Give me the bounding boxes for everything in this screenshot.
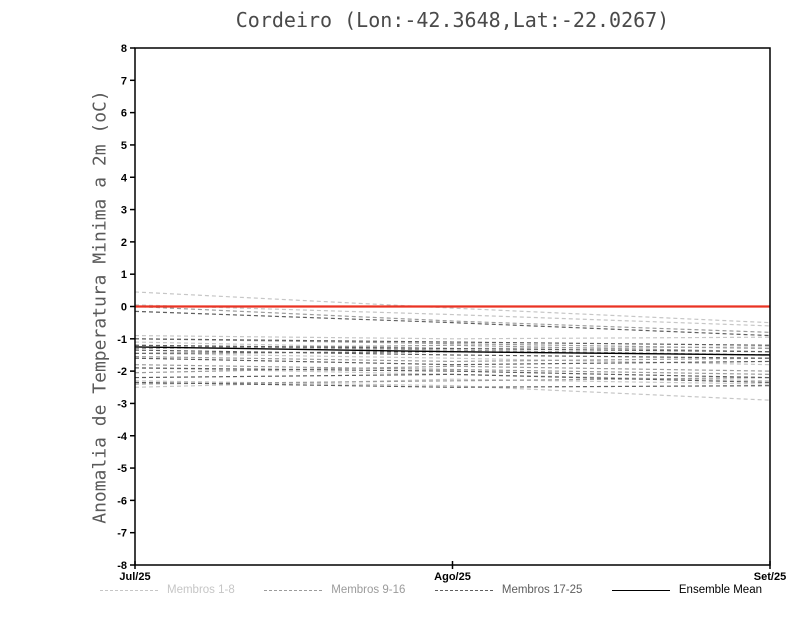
x-tick-label: Ago/25 — [434, 571, 471, 583]
solid-line-sample — [611, 589, 670, 591]
chart-title: Cordeiro (Lon:-42.3648,Lat:-22.0267) — [235, 8, 670, 32]
legend: Membros 1-8 Membros 9-16 Membros 17-25 Ense… — [100, 584, 762, 596]
y-tick-label: -1 — [117, 334, 127, 346]
y-tick-label: 4 — [121, 172, 128, 184]
member-line — [134, 357, 771, 366]
legend-item: Membros 17-25 — [434, 584, 583, 596]
y-tick-label: 0 — [121, 302, 127, 314]
dashed-line-sample — [264, 589, 323, 591]
legend-label: Ensemble Mean — [678, 584, 762, 596]
member-line — [134, 304, 771, 327]
ensemble-mean-line — [134, 346, 771, 356]
legend-item: Membros 1-8 — [100, 584, 235, 596]
y-tick-label: 2 — [121, 237, 127, 249]
y-tick-label: 7 — [121, 75, 127, 87]
member-line — [134, 344, 771, 353]
member-line — [134, 381, 771, 388]
member-line — [134, 380, 771, 401]
y-tick-label: -6 — [117, 495, 127, 507]
dashed-line-sample — [434, 589, 493, 591]
member-line — [134, 338, 771, 350]
member-line — [134, 352, 771, 366]
legend-item: Ensemble Mean — [611, 584, 762, 596]
y-tick-label: -4 — [117, 431, 128, 443]
x-tick-label: Set/25 — [754, 571, 786, 583]
member-line — [134, 305, 771, 333]
member-line — [134, 338, 771, 346]
y-tick-label: -3 — [117, 398, 127, 410]
member-line — [134, 364, 771, 375]
member-line — [134, 376, 771, 385]
y-tick-label: -8 — [117, 560, 127, 572]
member-line — [134, 367, 771, 379]
member-line — [134, 365, 771, 374]
legend-label: Membros 17-25 — [501, 584, 583, 596]
y-tick-label: -2 — [117, 366, 127, 378]
member-line — [134, 291, 771, 324]
y-tick-label: 6 — [121, 108, 127, 120]
axis-frame — [134, 47, 771, 566]
member-line — [134, 373, 771, 384]
y-tick-label: 3 — [121, 205, 127, 217]
legend-label: Membros 1-8 — [167, 584, 235, 596]
y-tick-label: 1 — [121, 269, 127, 281]
y-tick-label: -5 — [117, 463, 127, 475]
dashed-line-sample — [100, 589, 158, 591]
member-line — [134, 349, 771, 359]
member-line — [134, 344, 771, 353]
y-tick-label: 8 — [121, 43, 127, 55]
member-line — [134, 355, 771, 363]
legend-item: Membros 9-16 — [264, 584, 405, 596]
y-tick-label: 5 — [121, 140, 127, 152]
member-line — [134, 310, 771, 337]
legend-label: Membros 9-16 — [331, 584, 406, 596]
y-tick-label: -7 — [117, 528, 127, 540]
member-line — [134, 334, 771, 340]
x-tick-label: Jul/25 — [119, 571, 150, 583]
